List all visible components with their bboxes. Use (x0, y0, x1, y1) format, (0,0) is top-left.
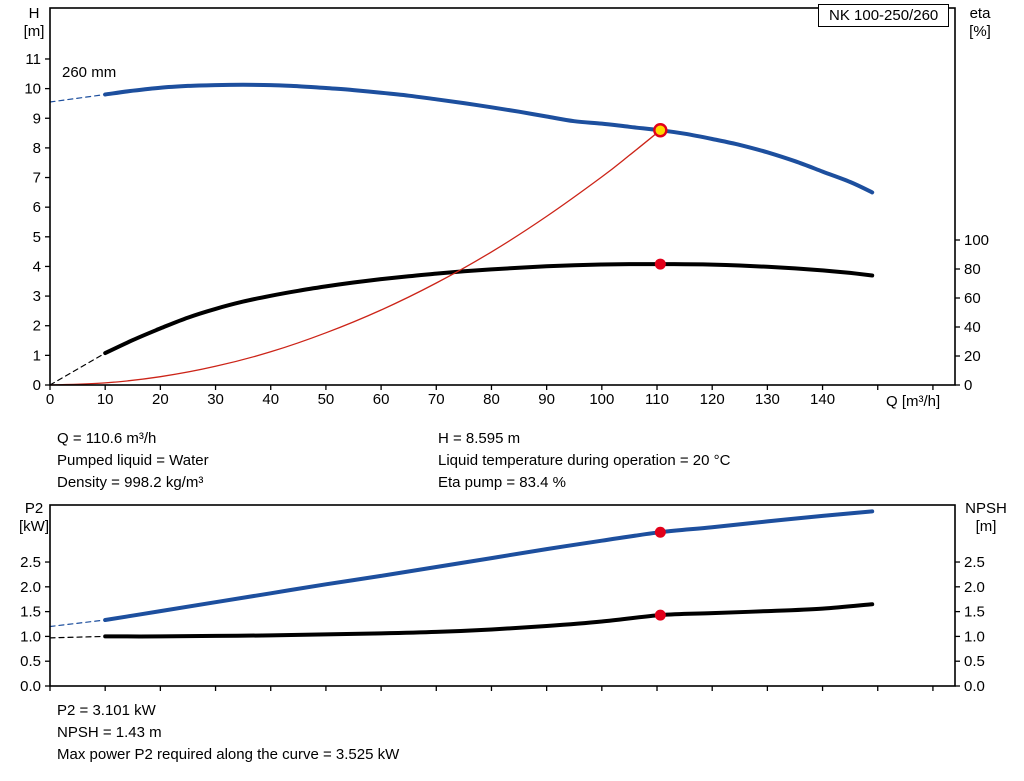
y-tick-label: 100 (964, 232, 989, 249)
info-npsh: NPSH = 1.43 m (57, 724, 162, 741)
head-curve (103, 82, 875, 195)
head-axis-unit: [m] (23, 23, 45, 40)
npsh-axis-symbol: NPSH (965, 500, 1007, 517)
x-tick-label: 80 (483, 391, 500, 408)
y-tick-label: 6 (33, 199, 41, 216)
head-efficiency-chart: 0 10 20 30 40 50 60 70 80 90 100 110 120 130 140012345… (24, 7, 989, 408)
y-tick-label: 4 (33, 258, 41, 275)
y-tick-label: 10 (24, 81, 41, 98)
info-density: Density = 998.2 kg/m³ (57, 474, 204, 491)
p2-axis-label: P2 [kW] (12, 500, 56, 536)
x-tick-label: 140 (810, 391, 835, 408)
y-tick-label: 40 (964, 319, 981, 336)
y-tick-label: 1.0 (20, 628, 41, 645)
x-tick-label: 110 (645, 391, 669, 408)
x-tick-label: 90 (538, 391, 555, 408)
info-p2: P2 = 3.101 kW (57, 702, 156, 719)
x-tick-label: 60 (373, 391, 390, 408)
y-tick-label: 1 (33, 347, 41, 364)
info-flow: Q = 110.6 m³/h (57, 430, 157, 447)
operating-point-info-right: H = 8.595 m Liquid temperature during op… (438, 428, 730, 494)
impeller-diameter-label: 260 mm (62, 64, 117, 81)
y-tick-label: 0.5 (964, 653, 985, 670)
npsh-curve-dashed-lead (49, 635, 106, 639)
eta-axis-symbol: eta (969, 5, 991, 22)
p2-axis-symbol: P2 (24, 500, 44, 517)
head-axis-label: H [m] (12, 5, 56, 41)
pump-type-box: NK 100-250/260 (818, 4, 950, 27)
y-tick-label: 0.0 (964, 678, 985, 695)
y-tick-label: 7 (33, 170, 41, 187)
y-tick-label: 20 (964, 348, 981, 365)
y-tick-label: 2.5 (964, 554, 985, 571)
eta-axis-label: eta [%] (958, 5, 1002, 41)
y-tick-label: 3 (33, 288, 41, 305)
npsh-point-marker (654, 609, 666, 621)
info-eta-pump: Eta pump = 83.4 % (438, 474, 566, 491)
y-tick-label: 0 (964, 377, 972, 394)
x-tick-label: 130 (755, 391, 780, 408)
y-tick-label: 60 (964, 290, 981, 307)
x-tick-label: 0 (46, 391, 54, 408)
head-curve-dashed-lead (49, 93, 106, 103)
y-tick-label: 2 (33, 318, 41, 335)
head-axis-symbol: H (28, 5, 40, 22)
x-tick-label: 30 (207, 391, 224, 408)
y-tick-label: 1.5 (964, 604, 985, 621)
y-tick-label: 11 (25, 51, 41, 68)
y-tick-label: 2.0 (20, 579, 41, 596)
system-curve (49, 129, 661, 386)
x-tick-label: 20 (152, 391, 169, 408)
info-liquid-temperature: Liquid temperature during operation = 20… (438, 452, 731, 469)
efficiency-curve (103, 262, 875, 356)
y-tick-label: 8 (33, 140, 41, 157)
x-tick-label: 70 (428, 391, 445, 408)
y-tick-label: 1.5 (20, 604, 41, 621)
duty-point-marker (653, 123, 668, 138)
x-tick-label: 100 (589, 391, 614, 408)
y-tick-label: 2.0 (964, 579, 985, 596)
efficiency-point-marker (654, 258, 666, 270)
power-npsh-info: P2 = 3.101 kW NPSH = 1.43 m Max power P2… (57, 700, 399, 766)
npsh-curve (103, 602, 875, 639)
eta-axis-unit: [%] (969, 23, 991, 40)
x-tick-label: 10 (97, 391, 114, 408)
p2-axis-unit: [kW] (19, 518, 49, 535)
npsh-axis-unit: [m] (975, 518, 997, 535)
npsh-axis-label: NPSH [m] (962, 500, 1010, 536)
y-tick-label: 5 (33, 229, 41, 246)
y-tick-label: 9 (33, 110, 41, 127)
y-tick-label: 80 (964, 261, 981, 278)
y-tick-label: 0.0 (20, 678, 41, 695)
p2-point-marker (654, 526, 666, 538)
info-pumped-liquid: Pumped liquid = Water (57, 452, 209, 469)
y-tick-label: 1.0 (964, 628, 985, 645)
p2-curve (103, 509, 875, 622)
y-tick-label: 2.5 (20, 554, 41, 571)
x-tick-label: 40 (262, 391, 279, 408)
info-head: H = 8.595 m (438, 430, 521, 447)
power-npsh-chart: 0.0 0.5 1.0 1.5 2.0 2.5 0.0 0.5 1.0 1.5 2.0 2.5 (20, 504, 985, 695)
operating-point-info-left: Q = 110.6 m³/h Pumped liquid = Water Den… (57, 428, 209, 494)
x-tick-label: 50 (318, 391, 335, 408)
y-tick-label: 0.5 (20, 653, 41, 670)
p2-curve-dashed-lead (49, 619, 106, 628)
flow-axis-label: Q [m³/h] (886, 393, 941, 410)
info-max-power: Max power P2 required along the curve = … (57, 746, 400, 763)
y-tick-label: 0 (33, 377, 41, 394)
x-tick-label: 120 (700, 391, 725, 408)
plot-border (49, 504, 956, 687)
efficiency-curve-dashed-lead (49, 352, 106, 386)
plot-border (49, 7, 956, 386)
